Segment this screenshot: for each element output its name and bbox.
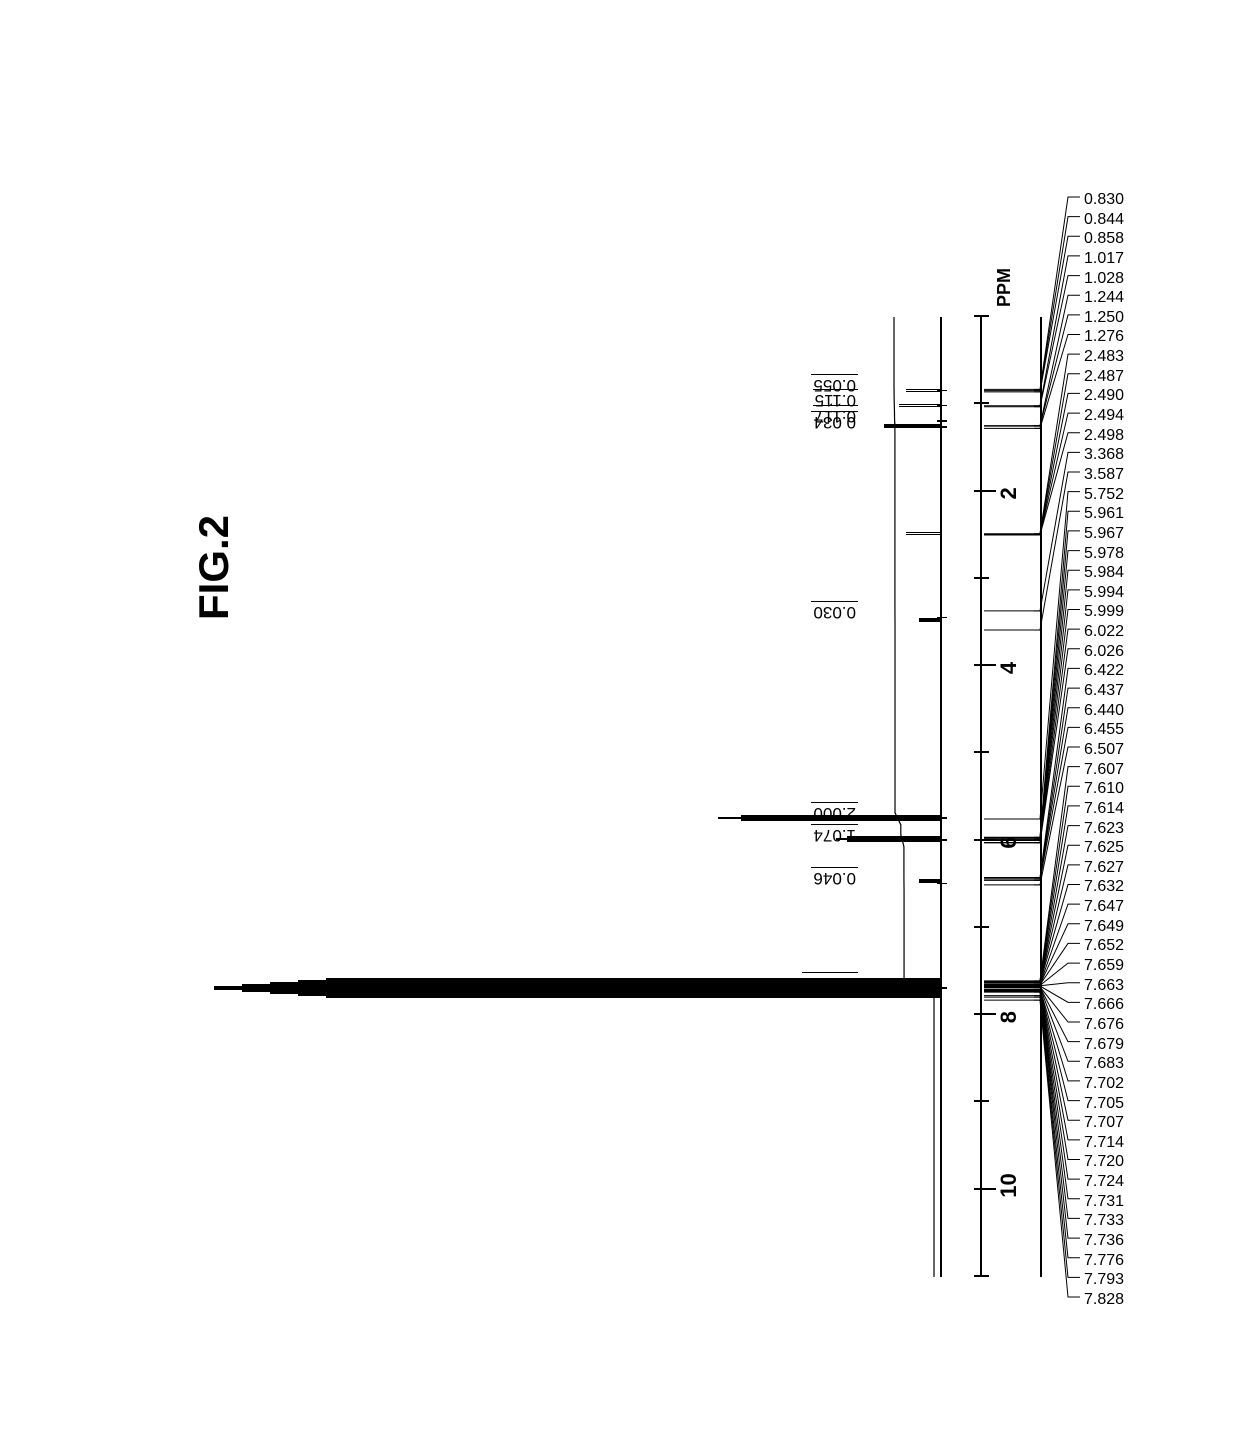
- peak-list-value: 7.647: [1084, 898, 1124, 916]
- peak-list-value: 6.455: [1084, 721, 1124, 739]
- peak-list-connector: [984, 649, 1080, 843]
- peak-list-value: 1.028: [1084, 270, 1124, 288]
- peak-list-value: 2.494: [1084, 407, 1124, 425]
- peak-list-value: 5.961: [1084, 505, 1124, 523]
- peak-list-connector: [984, 354, 1080, 534]
- peak-list-connector: [984, 629, 1080, 842]
- peak-list-value: 2.483: [1084, 348, 1124, 366]
- peak-list-connector: [984, 826, 1080, 983]
- peak-list-value: 7.707: [1084, 1114, 1124, 1132]
- peak-list-connector: [984, 197, 1080, 389]
- peak-list-value: 1.276: [1084, 329, 1124, 347]
- peak-list-connector: [984, 668, 1080, 877]
- peak-list-value: 3.368: [1084, 446, 1124, 464]
- peak-list-connector: [984, 335, 1080, 429]
- peak-list-connector: [984, 943, 1080, 984]
- peak-list-value: 5.752: [1084, 486, 1124, 504]
- peak-list-value: 7.625: [1084, 839, 1124, 857]
- nmr-page-rotated: 246810 PPM 10.3390.0461.0742.0000.0300.0…: [0, 0, 1240, 1437]
- peak-list-value: 3.587: [1084, 466, 1124, 484]
- peak-list-value: 7.623: [1084, 820, 1124, 838]
- peak-list-value: 7.652: [1084, 937, 1124, 955]
- peak-list-value: 7.731: [1084, 1193, 1124, 1211]
- peak-list-connectors: [0, 117, 1240, 1437]
- peak-list-value: 7.720: [1084, 1154, 1124, 1172]
- peak-list-value: 6.422: [1084, 662, 1124, 680]
- peak-list-value: 7.610: [1084, 780, 1124, 798]
- peak-list-value: 7.614: [1084, 800, 1124, 818]
- peak-list-connector: [984, 845, 1080, 982]
- peak-list-value: 7.724: [1084, 1173, 1124, 1191]
- peak-list-connector: [984, 924, 1080, 985]
- peak-list-value: 7.676: [1084, 1016, 1124, 1034]
- peak-list-value: 5.978: [1084, 545, 1124, 563]
- peak-list-value: 6.440: [1084, 702, 1124, 720]
- peak-list-value: 0.844: [1084, 211, 1124, 229]
- peak-list-value: 6.437: [1084, 682, 1124, 700]
- peak-list-value: 0.830: [1084, 191, 1124, 209]
- peak-list-value: 6.026: [1084, 643, 1124, 661]
- peak-list-connector: [984, 885, 1080, 984]
- peak-list-value: 1.017: [1084, 250, 1124, 268]
- peak-list-value: 5.999: [1084, 604, 1124, 622]
- peak-list-connector: [984, 708, 1080, 879]
- peak-list-value: 7.679: [1084, 1036, 1124, 1054]
- peak-list-value: 2.498: [1084, 427, 1124, 445]
- peak-list-value: 1.250: [1084, 309, 1124, 327]
- peak-list-value: 7.828: [1084, 1291, 1124, 1309]
- peak-list-connector: [984, 256, 1080, 406]
- peak-list-value: 6.507: [1084, 741, 1124, 759]
- peak-list-value: 7.663: [1084, 977, 1124, 995]
- peak-list-value: 5.994: [1084, 584, 1124, 602]
- peak-list-value: 1.244: [1084, 289, 1124, 307]
- peak-list-value: 5.967: [1084, 525, 1124, 543]
- peak-list-connector: [984, 988, 1080, 1062]
- peak-list-value: 7.649: [1084, 918, 1124, 936]
- peak-list-connector: [984, 217, 1080, 391]
- peak-list-value: 7.683: [1084, 1055, 1124, 1073]
- peak-list-value: 7.627: [1084, 859, 1124, 877]
- peak-list-value: 0.858: [1084, 230, 1124, 248]
- peak-list-value: 7.776: [1084, 1252, 1124, 1270]
- peak-list-value: 2.487: [1084, 368, 1124, 386]
- peak-list-connector: [984, 747, 1080, 885]
- peak-list-connector: [984, 472, 1080, 630]
- peak-list-value: 7.607: [1084, 761, 1124, 779]
- peak-list-value: 7.659: [1084, 957, 1124, 975]
- peak-list-value: 7.705: [1084, 1095, 1124, 1113]
- peak-list-value: 7.733: [1084, 1212, 1124, 1230]
- peak-list-connector: [984, 991, 1080, 1160]
- peak-list-value: 7.702: [1084, 1075, 1124, 1093]
- peak-list-connector: [984, 989, 1080, 1100]
- peak-list-connector: [984, 989, 1080, 1081]
- peak-list-connector: [984, 992, 1080, 1199]
- peak-list-value: 7.736: [1084, 1232, 1124, 1250]
- peak-list-value: 5.984: [1084, 564, 1124, 582]
- peak-list-connector: [984, 786, 1080, 981]
- peak-list-value: 7.793: [1084, 1271, 1124, 1289]
- peak-list-connector: [984, 374, 1080, 534]
- peak-list-connector: [984, 452, 1080, 611]
- peak-list-connector: [984, 990, 1080, 1140]
- peak-list-value: 2.490: [1084, 387, 1124, 405]
- peak-list-value: 6.022: [1084, 623, 1124, 641]
- figure-canvas: FIG.2 246810 PPM 10.3390.0461.0742.0000.…: [0, 0, 1240, 1437]
- peak-list-connector: [984, 904, 1080, 984]
- peak-list-value: 7.666: [1084, 996, 1124, 1014]
- peak-list-value: 7.714: [1084, 1134, 1124, 1152]
- peak-list-value: 7.632: [1084, 879, 1124, 897]
